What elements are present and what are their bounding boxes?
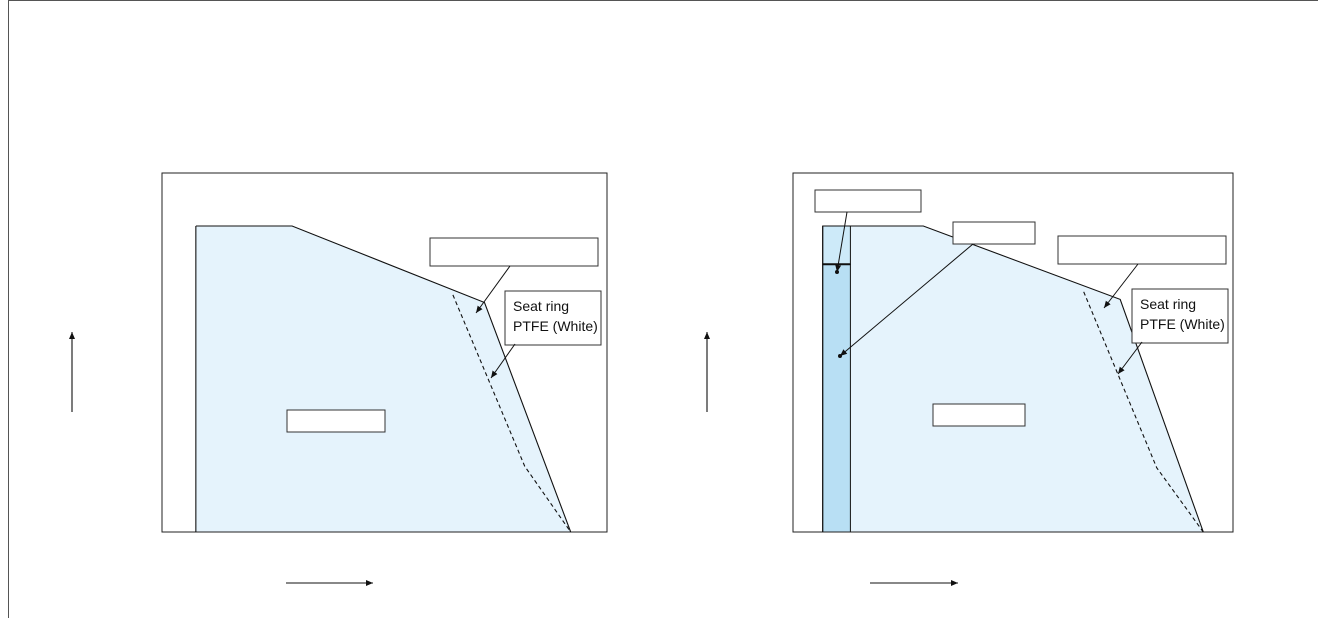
callout-text-line: Seat ring [513,298,569,314]
callout-leader [1103,263,1139,309]
callout-text: Seat ring PTFE (White) [513,298,598,334]
callout-text-line: PTFE (White) [1140,316,1225,332]
callout-leader [1117,341,1143,375]
region-sus329j4l [822,225,851,265]
callout-leader [835,211,848,273]
callout-text-line: Seat ring [1140,296,1196,312]
callout-leader [490,343,516,379]
series-line-2 [452,294,572,533]
plot-frame [792,172,1234,533]
series-line-1 [195,225,572,533]
callout-box [952,221,1036,245]
plot-frame [161,172,608,533]
callout-leader [475,265,511,314]
series-line-2 [1083,291,1204,533]
callout-box [504,290,602,346]
callout-box [429,237,599,267]
region-label-box [932,403,1026,427]
callout-text-line: PTFE (White) [513,318,598,334]
callout-dot [838,354,842,358]
chart-1: Seat ring PTFE (White) [69,172,608,586]
callout-dot [835,270,839,274]
region-label-box [286,409,386,433]
callout-text: Seat ring PTFE (White) [1140,296,1225,332]
figure-frame [8,0,1318,618]
region-sus420j2 [195,226,571,532]
chart-2: Seat ring PTFE (White) [704,172,1234,586]
series-line-1 [822,225,1204,533]
callout-leader [839,243,974,357]
region-sus329j1 [822,226,1204,532]
callout-box [1131,288,1229,344]
callout-box [814,189,922,213]
region-sus316l [822,263,851,533]
callout-box [1057,235,1227,265]
